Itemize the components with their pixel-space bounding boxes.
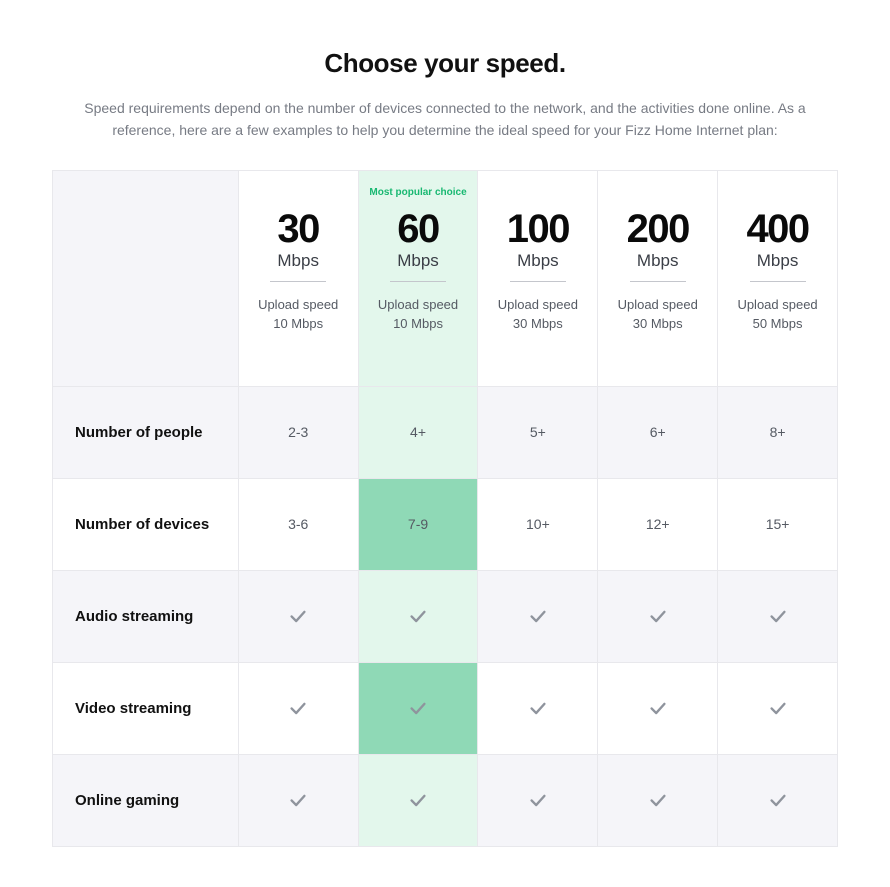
table-cell <box>478 663 598 755</box>
check-icon <box>767 789 789 811</box>
table-row: Audio streaming <box>53 571 838 663</box>
row-label: Number of devices <box>53 479 239 571</box>
table-cell <box>359 571 479 663</box>
table-row: Number of people2-34+5+6+8+ <box>53 387 838 479</box>
header-row: 30 Mbps Upload speed10 Mbps Most popular… <box>53 171 838 387</box>
check-icon <box>767 605 789 627</box>
table-cell: 10+ <box>478 479 598 571</box>
plan-unit: Mbps <box>277 251 319 271</box>
table-cell <box>239 571 359 663</box>
plan-unit: Mbps <box>757 251 799 271</box>
check-icon <box>407 697 429 719</box>
check-icon <box>527 605 549 627</box>
table-cell <box>478 571 598 663</box>
plan-upload: Upload speed50 Mbps <box>737 296 817 334</box>
row-label: Video streaming <box>53 663 239 755</box>
plan-unit: Mbps <box>397 251 439 271</box>
table-row: Video streaming <box>53 663 838 755</box>
check-icon <box>407 789 429 811</box>
divider <box>510 281 566 282</box>
table-cell: 15+ <box>718 479 838 571</box>
plan-speed: 400 <box>746 209 808 249</box>
table-cell <box>718 755 838 847</box>
table-cell: 4+ <box>359 387 479 479</box>
table-row: Number of devices3-67-910+12+15+ <box>53 479 838 571</box>
table-cell: 7-9 <box>359 479 479 571</box>
table-cell <box>239 663 359 755</box>
table-cell <box>598 755 718 847</box>
table-cell: 12+ <box>598 479 718 571</box>
divider <box>390 281 446 282</box>
table-cell <box>718 571 838 663</box>
row-label: Online gaming <box>53 755 239 847</box>
divider <box>630 281 686 282</box>
plan-header-200: 200 Mbps Upload speed30 Mbps <box>598 171 718 387</box>
check-icon <box>527 789 549 811</box>
plan-upload: Upload speed10 Mbps <box>378 296 458 334</box>
page-title: Choose your speed. <box>52 48 838 79</box>
table-cell <box>359 755 479 847</box>
check-icon <box>527 697 549 719</box>
check-icon <box>407 605 429 627</box>
table-row: Online gaming <box>53 755 838 847</box>
table-cell <box>598 571 718 663</box>
plan-speed: 60 <box>397 209 439 249</box>
check-icon <box>287 697 309 719</box>
plan-upload: Upload speed30 Mbps <box>618 296 698 334</box>
check-icon <box>287 789 309 811</box>
table-cell: 2-3 <box>239 387 359 479</box>
table-cell: 3-6 <box>239 479 359 571</box>
plan-unit: Mbps <box>517 251 559 271</box>
row-label: Audio streaming <box>53 571 239 663</box>
plan-unit: Mbps <box>637 251 679 271</box>
plan-header-100: 100 Mbps Upload speed30 Mbps <box>478 171 598 387</box>
popular-badge: Most popular choice <box>369 187 466 201</box>
plan-header-60: Most popular choice 60 Mbps Upload speed… <box>359 171 479 387</box>
table-cell <box>718 663 838 755</box>
plan-speed: 30 <box>277 209 319 249</box>
plan-header-30: 30 Mbps Upload speed10 Mbps <box>239 171 359 387</box>
plan-upload: Upload speed30 Mbps <box>498 296 578 334</box>
check-icon <box>767 697 789 719</box>
speed-comparison-table: 30 Mbps Upload speed10 Mbps Most popular… <box>52 170 838 847</box>
plan-speed: 200 <box>627 209 689 249</box>
check-icon <box>647 789 669 811</box>
row-label: Number of people <box>53 387 239 479</box>
table-cell <box>359 663 479 755</box>
table-cell: 6+ <box>598 387 718 479</box>
check-icon <box>647 605 669 627</box>
divider <box>270 281 326 282</box>
check-icon <box>287 605 309 627</box>
plan-header-400: 400 Mbps Upload speed50 Mbps <box>718 171 838 387</box>
table-cell <box>239 755 359 847</box>
table-cell <box>478 755 598 847</box>
divider <box>750 281 806 282</box>
check-icon <box>647 697 669 719</box>
table-cell: 8+ <box>718 387 838 479</box>
table-cell: 5+ <box>478 387 598 479</box>
table-cell <box>598 663 718 755</box>
page-subtitle: Speed requirements depend on the number … <box>55 97 835 142</box>
header-blank <box>53 171 239 387</box>
plan-speed: 100 <box>507 209 569 249</box>
plan-upload: Upload speed10 Mbps <box>258 296 338 334</box>
